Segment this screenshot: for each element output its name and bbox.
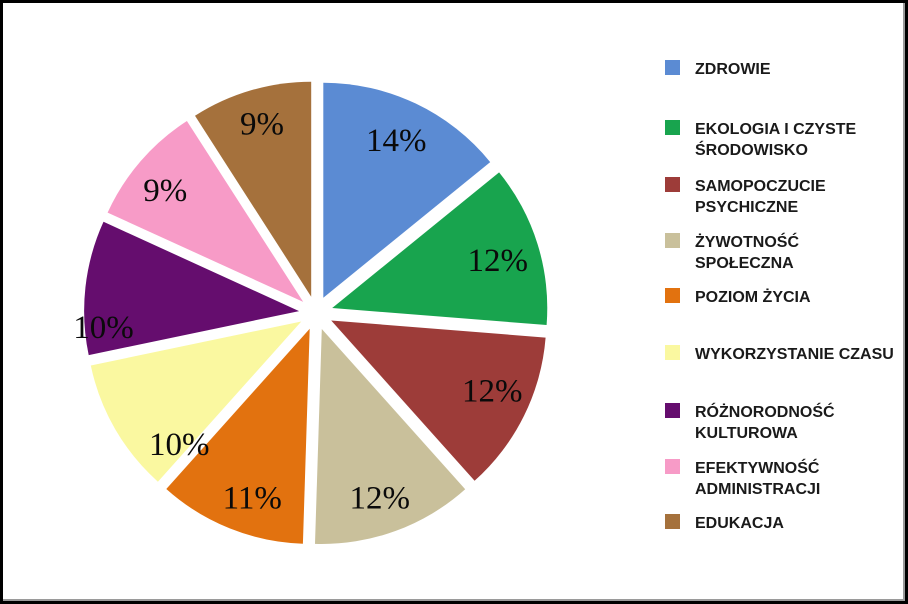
pie-slice-label-ekologia-i-czyste-srodowisko: 12% [467, 243, 528, 279]
pie-slice-label-wykorzystanie-czasu: 10% [149, 427, 210, 463]
pie-slice-wykorzystanie-czasu [90, 321, 302, 482]
pie-slice-ekologia-i-czyste-srodowisko [332, 172, 548, 325]
pie-slice-label-efektywnosc-administracji: 9% [143, 173, 187, 209]
pie-slice-label-samopoczucie-psychiczne: 12% [462, 374, 523, 410]
pie-slice-label-roznorodnosc-kulturowa: 10% [73, 310, 134, 346]
pie-slice-roznorodnosc-kulturowa [84, 221, 300, 356]
pie-slice-label-edukacja: 9% [240, 107, 284, 143]
pie-slice-efektywnosc-administracji [107, 121, 304, 302]
pie-slice-zdrowie [323, 82, 491, 298]
pie-slice-label-zywotnosc-spoleczna: 12% [350, 480, 411, 516]
pie-chart: 14% 12% 12% 12% 11% 10% 10% 9% 9% [73, 81, 548, 545]
pie-slice-samopoczucie-psychiczne [331, 320, 546, 481]
pie-slice-zywotnosc-spoleczna [315, 329, 466, 545]
pie-slice-label-poziom-zycia: 11% [223, 480, 282, 516]
pie-slice-edukacja [195, 81, 312, 297]
pie-slice-label-zdrowie: 14% [366, 123, 427, 159]
pie-slice-poziom-zycia [166, 328, 310, 544]
